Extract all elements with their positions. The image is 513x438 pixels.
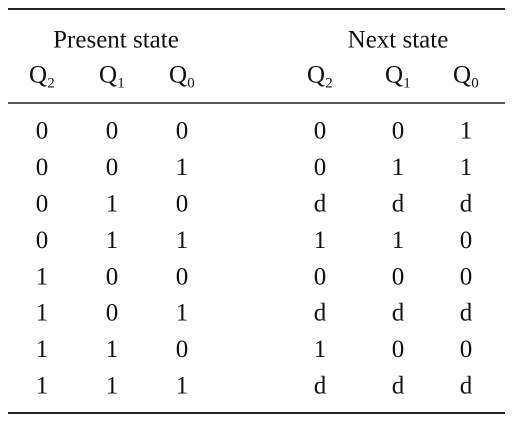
cell: 0 — [392, 118, 405, 145]
cell: d — [392, 191, 405, 218]
column-index: 0 — [187, 75, 195, 91]
column-letter: Q — [453, 62, 471, 89]
group-header: Next state — [348, 27, 449, 54]
group-header: Present state — [53, 27, 179, 54]
cell: 0 — [106, 263, 119, 290]
cell: d — [314, 300, 327, 327]
cell: 0 — [106, 154, 119, 181]
cell: 0 — [314, 154, 327, 181]
cell: 0 — [314, 118, 327, 145]
column-letter: Q — [169, 62, 187, 89]
cell: 1 — [36, 300, 49, 327]
cell: 1 — [314, 227, 327, 254]
cell: 0 — [36, 227, 49, 254]
cell: 0 — [460, 263, 473, 290]
cell: 0 — [176, 191, 189, 218]
cell: 0 — [392, 263, 405, 290]
cell: 1 — [392, 227, 405, 254]
cell: d — [392, 300, 405, 327]
cell: 1 — [176, 373, 189, 400]
cell: 1 — [36, 373, 49, 400]
cell: 1 — [460, 154, 473, 181]
cell: 0 — [36, 191, 49, 218]
cell: 0 — [176, 263, 189, 290]
cell: d — [314, 373, 327, 400]
cell: d — [392, 373, 405, 400]
cell: 0 — [106, 300, 119, 327]
cell: 0 — [36, 154, 49, 181]
column-letter: Q — [307, 62, 325, 89]
cell: 1 — [176, 300, 189, 327]
cell: 1 — [36, 263, 49, 290]
cell: d — [460, 373, 473, 400]
column-letter: Q — [385, 62, 403, 89]
cell: 1 — [106, 336, 119, 363]
cell: 1 — [36, 336, 49, 363]
column-letter: Q — [29, 62, 47, 89]
cell: 0 — [36, 118, 49, 145]
column-index: 1 — [117, 75, 125, 91]
cell: 0 — [392, 336, 405, 363]
cell: 0 — [460, 227, 473, 254]
cell: d — [460, 300, 473, 327]
cell: 0 — [176, 118, 189, 145]
cell: 1 — [106, 373, 119, 400]
cell: 1 — [176, 227, 189, 254]
column-index: 1 — [403, 75, 411, 91]
cell: 1 — [460, 118, 473, 145]
cell: d — [314, 191, 327, 218]
cell: 0 — [314, 263, 327, 290]
cell: 1 — [314, 336, 327, 363]
cell: 1 — [106, 227, 119, 254]
column-index: 2 — [47, 75, 55, 91]
cell: 0 — [460, 336, 473, 363]
cell: 1 — [392, 154, 405, 181]
cell: d — [460, 191, 473, 218]
column-letter: Q — [99, 62, 117, 89]
cell: 1 — [176, 154, 189, 181]
column-index: 2 — [325, 75, 333, 91]
cell: 0 — [176, 336, 189, 363]
cell: 1 — [106, 191, 119, 218]
column-index: 0 — [471, 75, 479, 91]
cell: 0 — [106, 118, 119, 145]
